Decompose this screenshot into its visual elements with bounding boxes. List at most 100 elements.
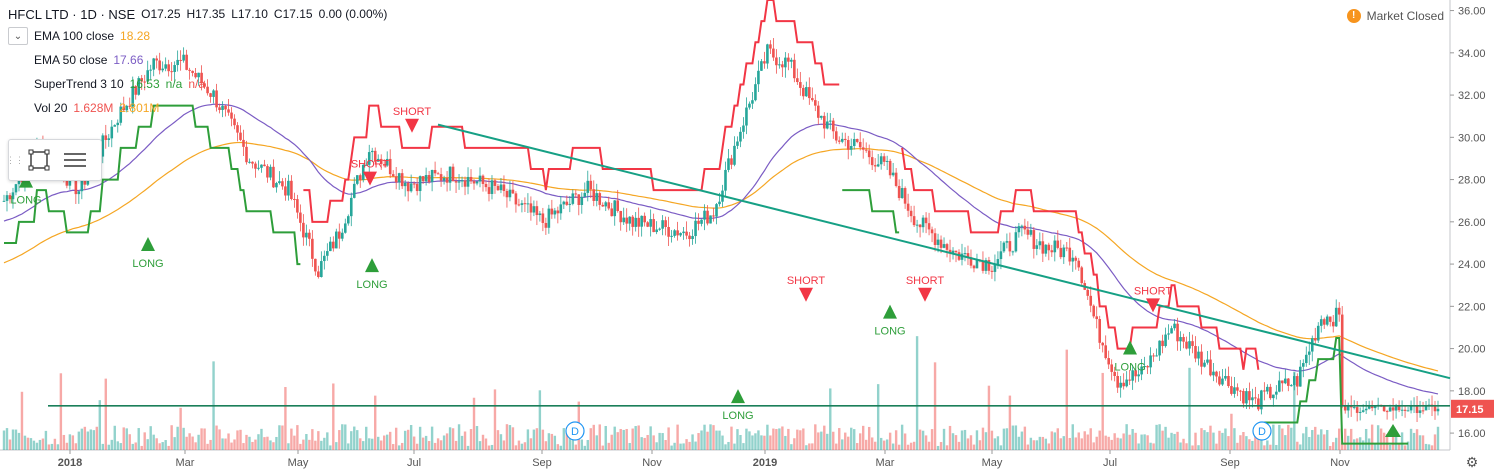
volume-bar: [439, 440, 443, 450]
settings-lines-icon[interactable]: [57, 142, 93, 178]
candle: [1203, 362, 1206, 367]
volume-bar: [143, 432, 146, 450]
signal-label: LONG: [874, 326, 905, 338]
volume-bar: [400, 442, 404, 450]
sell-arrow-icon: [918, 287, 932, 302]
candle: [149, 69, 152, 71]
candle: [538, 213, 542, 216]
volume-bar: [350, 431, 353, 450]
candle: [499, 184, 503, 191]
y-tick-label: 16.00: [1458, 428, 1486, 440]
volume-bar: [673, 442, 676, 450]
dividend-marker: D: [565, 421, 585, 441]
volume-bar: [1080, 438, 1083, 450]
candle: [448, 166, 452, 183]
candle: [831, 120, 835, 132]
signal-label: SHORT: [906, 275, 945, 287]
candle: [652, 219, 655, 233]
volume-bar: [368, 438, 371, 450]
symbol-title[interactable]: HFCL LTD · 1D · NSE: [8, 6, 136, 22]
volume-bar: [811, 443, 814, 450]
signal-label: LONG: [132, 258, 163, 270]
candle: [703, 210, 706, 220]
indicator-value: 18.28: [120, 29, 151, 43]
volume-bar: [490, 444, 494, 450]
candle: [451, 166, 455, 182]
volume-bar: [1218, 430, 1221, 450]
candle: [2, 200, 6, 202]
volume-bar: [529, 438, 533, 450]
indicator-supertrend[interactable]: SuperTrend 3 10 16.53 n/a n/a: [8, 72, 387, 96]
volume-bar: [1188, 367, 1191, 450]
candle: [505, 190, 509, 198]
volume-bar: [1433, 434, 1437, 450]
candle: [1197, 351, 1200, 359]
candle: [802, 87, 805, 97]
volume-bar: [26, 437, 30, 450]
x-tick-label: Sep: [1220, 457, 1240, 469]
candle: [1122, 382, 1125, 387]
volume-bar: [622, 429, 625, 450]
buy-arrow-icon: [1385, 424, 1401, 437]
supertrend-up-line: [842, 189, 900, 234]
candle: [1301, 363, 1305, 367]
y-tick-label: 32.00: [1458, 90, 1486, 102]
indicator-ema100[interactable]: ⌄ EMA 100 close 18.28: [8, 24, 387, 48]
volume-bar: [829, 388, 832, 450]
volume-bar: [62, 434, 66, 450]
candle: [784, 57, 787, 68]
dividend-circle-icon: [1252, 421, 1272, 441]
rectangle-tool-icon[interactable]: [21, 142, 57, 178]
candle: [227, 109, 230, 113]
volume-bar: [1182, 438, 1185, 450]
volume-bar: [227, 433, 230, 450]
volume-bar: [619, 428, 622, 450]
volume-bar: [131, 443, 134, 450]
candle: [1269, 386, 1272, 399]
candle: [14, 184, 18, 193]
candle: [1008, 241, 1012, 252]
volume-bar: [847, 436, 850, 450]
candle: [1346, 405, 1350, 411]
chevron-down-icon[interactable]: ⌄: [8, 27, 28, 45]
volume-bar: [1412, 432, 1416, 450]
volume-bar: [158, 443, 161, 450]
volume-bar: [688, 441, 691, 450]
volume-bar: [311, 429, 314, 450]
candle: [1098, 319, 1102, 343]
candle: [278, 181, 281, 184]
volume-bar: [805, 445, 808, 450]
candle: [580, 196, 584, 206]
volume-bar: [302, 439, 305, 450]
volume-bar: [589, 428, 592, 450]
volume-bar: [841, 439, 844, 450]
volume-bar: [616, 432, 619, 450]
volume-bar: [1044, 438, 1048, 450]
candle: [1143, 366, 1146, 368]
volume-bar: [221, 438, 224, 450]
volume-bar: [613, 426, 616, 450]
volume-bar: [329, 445, 332, 450]
volume-bar: [314, 440, 317, 450]
drag-handle-icon[interactable]: ⋮⋮: [6, 154, 24, 165]
indicator-ema50[interactable]: EMA 50 close 17.66: [8, 48, 387, 72]
candle: [1298, 366, 1302, 387]
volume-bar: [906, 444, 910, 450]
price-tag-label: 17.15: [1456, 404, 1484, 416]
drawing-toolbox[interactable]: ⋮⋮: [6, 139, 102, 181]
volume-bar: [251, 441, 254, 450]
indicator-volume[interactable]: Vol 20 1.628M 2.801M: [8, 96, 387, 120]
volume-bar: [74, 443, 78, 450]
volume-bar: [454, 440, 458, 450]
volume-bar: [245, 434, 248, 450]
candle: [1059, 247, 1063, 258]
candle: [822, 115, 826, 129]
candle: [409, 183, 413, 192]
candle: [1110, 364, 1113, 372]
sell-arrow-icon: [363, 171, 377, 186]
volume-bar: [164, 440, 167, 450]
volume-bar: [1209, 425, 1212, 450]
volume-bar: [188, 433, 191, 450]
volume-bar: [1197, 445, 1200, 450]
